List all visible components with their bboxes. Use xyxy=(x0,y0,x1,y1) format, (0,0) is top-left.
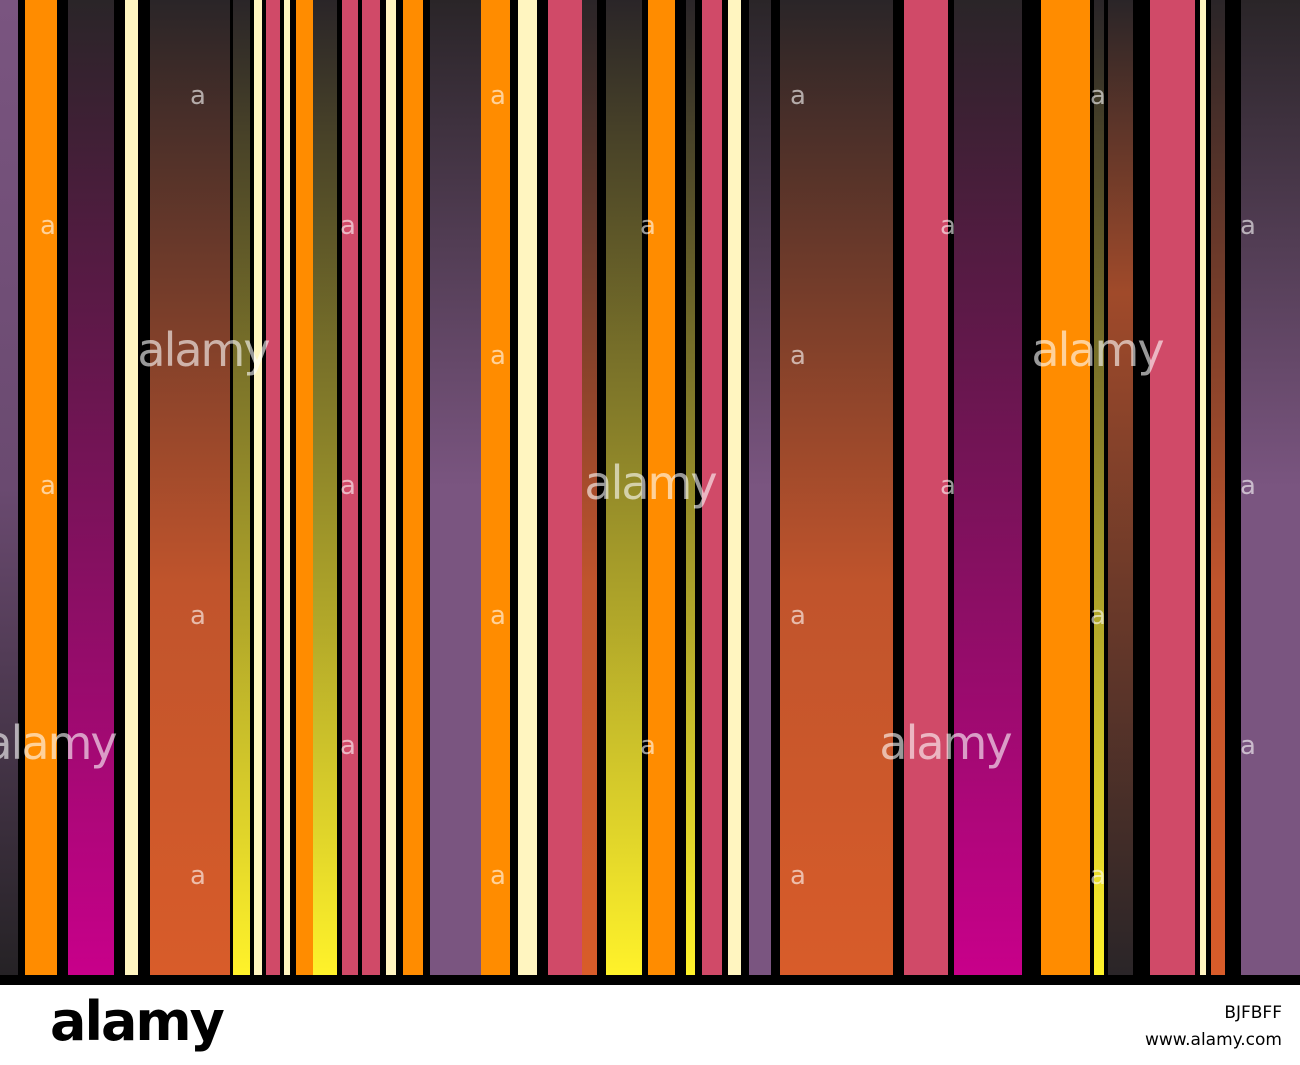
watermark-mark: a xyxy=(940,211,956,241)
stripe xyxy=(548,0,582,975)
footer-logo: alamy xyxy=(50,990,225,1053)
watermark-mark: a xyxy=(640,211,656,241)
watermark-mark: a xyxy=(1090,601,1106,631)
watermark-mark: a xyxy=(790,341,806,371)
stripe xyxy=(25,0,57,975)
stripe xyxy=(254,0,262,975)
watermark-mark: a xyxy=(40,471,56,501)
stripe xyxy=(284,0,290,975)
watermark-mark: a xyxy=(190,601,206,631)
stripe xyxy=(1094,0,1104,975)
stripe xyxy=(1108,0,1133,975)
stripe xyxy=(518,0,537,975)
watermark-mark: a xyxy=(1090,81,1106,111)
watermark-mark: a xyxy=(790,601,806,631)
watermark-mark: a xyxy=(40,211,56,241)
watermark-mark: a xyxy=(1240,471,1256,501)
watermark-logo: alamy xyxy=(137,323,269,377)
stripe xyxy=(1241,0,1300,975)
watermark-mark: a xyxy=(490,601,506,631)
stripe xyxy=(0,0,18,975)
watermark-logo: alamy xyxy=(879,716,1011,770)
watermark-logo: alamy xyxy=(584,456,716,510)
stripe xyxy=(749,0,771,975)
stripe xyxy=(342,0,358,975)
stripe xyxy=(686,0,695,975)
watermark-mark: a xyxy=(490,341,506,371)
watermark-logo: alamy xyxy=(0,716,116,770)
stripe xyxy=(582,0,597,975)
watermark-mark: a xyxy=(1090,861,1106,891)
stripe xyxy=(904,0,948,975)
stripe xyxy=(954,0,1022,975)
stripe xyxy=(68,0,114,975)
watermark-mark: a xyxy=(790,861,806,891)
stripe xyxy=(362,0,380,975)
stripe xyxy=(403,0,423,975)
stripe xyxy=(233,0,250,975)
stripe xyxy=(702,0,722,975)
watermark-mark: a xyxy=(640,731,656,761)
watermark-mark: a xyxy=(790,81,806,111)
watermark-mark: a xyxy=(340,731,356,761)
stripe xyxy=(1200,0,1206,975)
watermark-mark: a xyxy=(1240,731,1256,761)
stripe xyxy=(313,0,337,975)
stripe xyxy=(296,0,313,975)
watermark-mark: a xyxy=(340,471,356,501)
stripe xyxy=(386,0,396,975)
stripe xyxy=(1041,0,1090,975)
stripe xyxy=(1150,0,1195,975)
stripe xyxy=(266,0,280,975)
watermark-mark: a xyxy=(490,81,506,111)
stripe xyxy=(780,0,893,975)
stripe xyxy=(1211,0,1225,975)
stripe xyxy=(430,0,481,975)
stripe xyxy=(125,0,138,975)
watermark-mark: a xyxy=(940,471,956,501)
image-id: BJFBFF xyxy=(1224,1003,1282,1023)
watermark-mark: a xyxy=(340,211,356,241)
footer-url: www.alamy.com xyxy=(1145,1030,1282,1050)
watermark-mark: a xyxy=(490,861,506,891)
stripe xyxy=(150,0,230,975)
watermark-mark: a xyxy=(190,861,206,891)
watermark-logo: alamy xyxy=(1031,323,1163,377)
stripes xyxy=(0,0,1300,975)
footer-bar xyxy=(0,985,1300,1065)
stripe xyxy=(728,0,741,975)
stripe xyxy=(481,0,510,975)
stripe xyxy=(648,0,675,975)
watermarks: a a a a a a a a a a a a a a a a a a a a a a a a a a alamy alamy alam… xyxy=(0,81,1256,891)
stripe xyxy=(606,0,642,975)
watermark-mark: a xyxy=(190,81,206,111)
watermark-mark: a xyxy=(1240,211,1256,241)
